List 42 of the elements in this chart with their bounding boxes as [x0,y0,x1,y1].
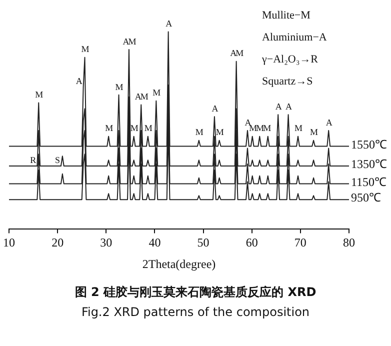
x-tick-label: 30 [100,236,112,250]
annotation: A [76,76,83,86]
x-tick-label: 60 [246,236,258,250]
annotation: Aluminium−A [262,31,327,44]
annotation: M [144,123,152,134]
annotation: A [166,18,173,29]
annotation: AM [122,36,136,46]
series-label: 1150℃ [351,174,387,189]
series-label: 1550℃ [351,137,387,152]
x-tick-label: 70 [294,236,306,250]
annotation: A [326,117,333,128]
annotation: M [294,123,302,134]
annotation: M [35,90,44,100]
text: 图 2 硅胶与刚玉莫来石陶瓷基质反应的 XRD [74,284,318,301]
x-axis-title: 2Theta(degree) [142,256,216,271]
text: Fig.2 XRD patterns of the composition [80,305,311,319]
annotation: MMM [249,123,272,134]
series-label: 950℃ [351,190,381,205]
annotation: AM [134,92,148,102]
x-tick-label: 50 [197,236,210,250]
annotation: M [195,127,204,138]
annotation: Squartz→S [262,75,313,88]
annotation: M [310,127,318,138]
annotation: M [115,82,124,92]
x-tick-label: 80 [343,236,355,250]
series-label: 1350℃ [351,157,387,172]
text: Mullite−M [262,9,311,22]
x-tick-label: 20 [52,236,64,250]
annotation: A [286,102,293,112]
annotation: M [81,44,90,54]
annotation: AM [230,48,244,58]
annotation: M [216,127,224,138]
annotation: A [275,102,282,112]
annotation: γ−Al₂O₃→R [261,53,319,66]
annotation: M [152,88,161,98]
annotation: M [130,123,138,134]
annotation: S [54,154,60,165]
annotation: R [30,154,36,165]
annotation: A [212,103,219,114]
x-tick-label: 40 [148,236,161,250]
annotation: M [105,123,114,134]
x-tick-label: 10 [3,236,15,250]
